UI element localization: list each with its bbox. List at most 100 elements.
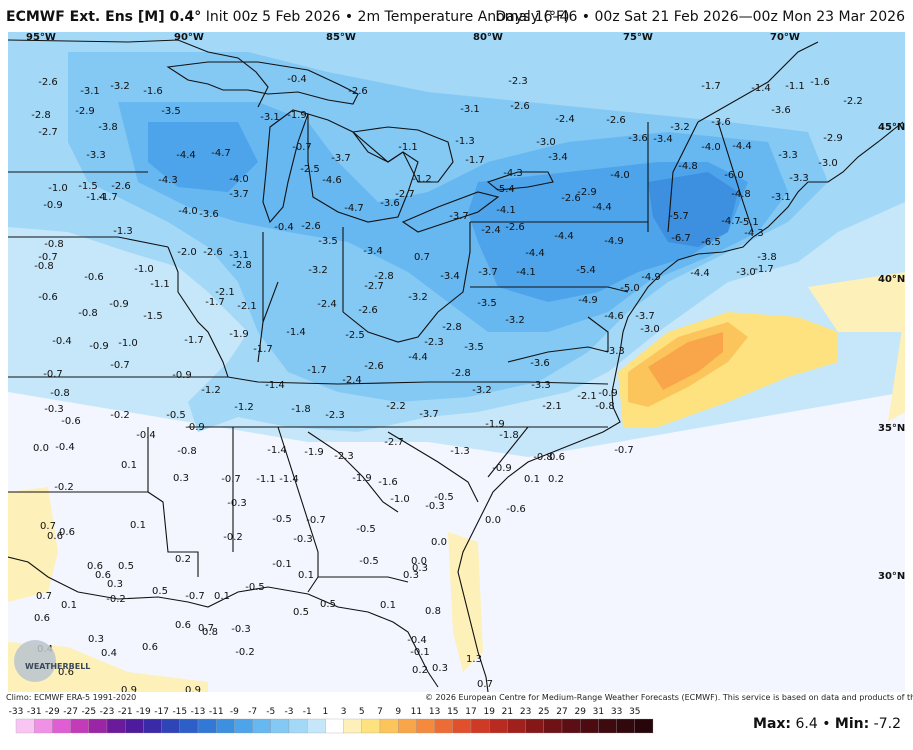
max-min-readout: Max: 6.4 • Min: -7.2	[753, 716, 901, 732]
anomaly-value: -3.3	[86, 150, 106, 161]
warm-strip-east	[808, 272, 905, 332]
anomaly-value: -3.0	[640, 324, 660, 335]
warm-edge	[888, 322, 905, 422]
anomaly-value: -3.7	[331, 153, 351, 164]
anomaly-value: -1.0	[48, 183, 68, 194]
anomaly-value: 0.5	[293, 607, 309, 618]
anomaly-value: -4.9	[578, 295, 598, 306]
anomaly-value: 0.6	[47, 531, 63, 542]
anomaly-value: -2.7	[38, 127, 58, 138]
anomaly-value: -2.4	[342, 375, 362, 386]
anomaly-value: -0.1	[410, 647, 430, 658]
anomaly-value: 0.6	[95, 570, 111, 581]
anomaly-value: -4.3	[744, 228, 764, 239]
anomaly-value: 0.1	[298, 570, 314, 581]
lat-label: 40°N	[878, 274, 905, 285]
anomaly-value: -3.1	[80, 86, 100, 97]
map-canvas[interactable]: 95°W 90°W 85°W 80°W 75°W 70°W 45°N 40°N …	[8, 32, 905, 692]
scale-tick-label: 11	[411, 707, 422, 717]
anomaly-value: -0.9	[89, 341, 109, 352]
scale-swatch	[216, 718, 235, 734]
scale-swatch	[525, 718, 544, 734]
anomaly-value: 0.6	[549, 452, 565, 463]
anomaly-value: -3.8	[98, 122, 118, 133]
anomaly-value: -1.7	[205, 297, 225, 308]
anomaly-value: -1.9	[485, 419, 505, 430]
lon-label: 85°W	[326, 32, 356, 43]
warm-gulf-west	[8, 487, 58, 602]
anomaly-value: -3.2	[670, 122, 690, 133]
anomaly-value: -1.6	[810, 77, 830, 88]
anomaly-value: -5.0	[620, 283, 640, 294]
anomaly-value: -3.4	[440, 271, 460, 282]
anomaly-value: -1.5	[143, 311, 163, 322]
anomaly-value: -0.4	[136, 430, 156, 441]
anomaly-value: -0.9	[492, 463, 512, 474]
anomaly-value: -5.1	[739, 217, 759, 228]
anomaly-value: 0.3	[88, 634, 104, 645]
copyright-note: © 2026 European Centre for Medium-Range …	[425, 693, 913, 702]
anomaly-value: -0.5	[166, 410, 186, 421]
scale-tick-label: 13	[429, 707, 440, 717]
anomaly-value: 0.0	[411, 556, 427, 567]
anomaly-value: -2.6	[561, 193, 581, 204]
anomaly-value: -2.6	[505, 222, 525, 233]
anomaly-map[interactable]: 95°W 90°W 85°W 80°W 75°W 70°W 45°N 40°N …	[8, 32, 905, 692]
anomaly-value: -1.9	[287, 110, 307, 121]
anomaly-value: 0.3	[403, 570, 419, 581]
anomaly-value: 0.2	[412, 665, 428, 676]
anomaly-value: -3.1	[771, 192, 791, 203]
init-time: Init 00z 5 Feb 2026 • 2m Temperature Ano…	[205, 9, 570, 25]
anomaly-value: -3.5	[318, 236, 338, 247]
scale-swatch	[143, 718, 162, 734]
anomaly-value: -1.5	[78, 181, 98, 192]
scale-tick-label: 1	[323, 707, 329, 717]
anomaly-value: 0.5	[152, 586, 168, 597]
anomaly-value: -2.3	[334, 451, 354, 462]
anomaly-value: -5.4	[495, 184, 515, 195]
max-label: Max:	[753, 716, 792, 732]
anomaly-value: -3.0	[736, 267, 756, 278]
anomaly-value: -1.3	[450, 446, 470, 457]
anomaly-value: -2.2	[386, 401, 406, 412]
scale-tick-label: -33	[9, 707, 24, 717]
anomaly-value: -0.2	[223, 532, 243, 543]
lat-label: 35°N	[878, 423, 905, 434]
anomaly-value: -2.6	[510, 101, 530, 112]
anomaly-value: -3.3	[789, 173, 809, 184]
anomaly-value: -5.7	[669, 211, 689, 222]
anomaly-value: 0.3	[412, 563, 428, 574]
anomaly-value: -1.9	[229, 329, 249, 340]
anomaly-value: -3.7	[229, 189, 249, 200]
scale-tick-label: -3	[285, 707, 294, 717]
scale-tick-label: 7	[377, 707, 383, 717]
anomaly-value: -4.1	[516, 267, 536, 278]
anomaly-value: 0.1	[524, 474, 540, 485]
scale-swatch	[88, 718, 108, 734]
anomaly-value: -1.7	[754, 264, 774, 275]
scale-tick-label: -11	[209, 707, 224, 717]
anomaly-value: 0.6	[87, 561, 103, 572]
anomaly-value: -1.7	[253, 344, 273, 355]
anomaly-value: -4.4	[690, 268, 710, 279]
scale-swatch	[634, 718, 654, 734]
degree-symbol: °	[194, 9, 202, 25]
anomaly-value: 0.7	[414, 252, 430, 263]
anomaly-value: -0.4	[407, 635, 427, 646]
scale-swatch	[361, 718, 381, 734]
anomaly-value: -0.2	[110, 410, 130, 421]
scale-swatch	[416, 718, 435, 734]
model-name: ECMWF Ext. Ens [M] 0.4	[6, 9, 195, 25]
anomaly-value: -1.7	[184, 335, 204, 346]
scale-swatch	[234, 718, 253, 734]
coastlines	[8, 39, 904, 692]
scale-tick-label: -27	[63, 707, 78, 717]
anomaly-value: -2.8	[374, 271, 394, 282]
anomaly-value: -1.1	[256, 474, 276, 485]
scale-tick-label: -21	[118, 707, 133, 717]
scale-swatch	[197, 718, 217, 734]
anomaly-value: -1.9	[304, 447, 324, 458]
anomaly-value: -2.6	[348, 86, 368, 97]
anomaly-value: 0.8	[425, 606, 441, 617]
anomaly-value: -0.9	[598, 388, 618, 399]
